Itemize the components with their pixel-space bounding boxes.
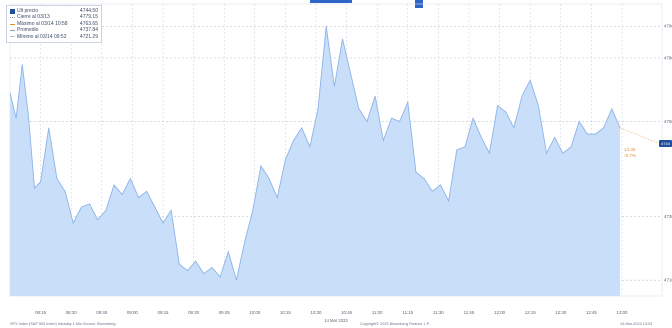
change-percent-note: -0.7% [624,153,637,158]
change-note: 14.45 [624,147,636,152]
legend-value: 4737.84 [79,27,98,34]
legend-label: Cierre al 03/13 [17,14,50,21]
price-area-fill [10,26,620,296]
x-tick-label: 09:00 [127,310,139,315]
x-tick-label: 10:00 [249,310,261,315]
last-price-marker-line [619,127,660,144]
x-tick-label: 13:00 [617,310,629,315]
legend-swatch-icon [10,29,15,31]
x-tick-label: 12:00 [494,310,506,315]
x-tick-label: 08:15 [35,310,47,315]
legend-swatch-icon [10,17,15,19]
x-tick-label: 11:45 [464,310,475,315]
legend-label: Máximo al 03/14 10:58 [17,20,68,27]
footer-right: 14-Mar-2023 13:03 [620,322,653,326]
x-tick-label: 10:30 [311,310,323,315]
legend-entry: Últ precio 4744.50 [10,8,98,14]
x-tick-label: 11:00 [372,310,383,315]
legend-entry: Promedio 4737.84 [10,27,98,33]
y-tick-label: 4760 [664,119,672,124]
legend-value: 4744.50 [79,8,98,14]
legend-swatch-icon [10,8,15,14]
x-tick-label: 10:45 [341,310,353,315]
legend-entry: Mínimo al 03/14 09:52 4721.29 [10,34,98,40]
last-price-badge: 4744 [659,140,672,147]
x-tick-label: 09:45 [219,310,231,315]
footer-center: Copyright© 2023 Bloomberg Finance L.P. [360,322,430,326]
chart-legend: Últ precio 4744.50 Cierre al 03/13 4779.15 M… [6,5,102,44]
legend-label: Mínimo al 03/14 09:52 [17,33,67,40]
x-tick-label: 09:15 [158,310,170,315]
legend-label: Promedio [17,27,39,34]
price-line [9,26,621,281]
x-tick-label: 08:45 [96,310,108,315]
x-tick-label: 10:15 [280,310,292,315]
legend-entry: Cierre al 03/13 4779.15 [10,14,98,20]
legend-entry: Máximo al 03/14 10:58 4763.65 [10,21,98,27]
top-brand-bar [310,0,352,3]
y-tick-label: 4780 [664,55,672,60]
price-area [9,26,660,296]
x-tick-label: 11:30 [433,310,444,315]
x-tick-label: 08:30 [66,310,78,315]
x-axis-date: 14 Mar 2023 [324,318,348,323]
y-tick-label: 4710 [664,278,672,283]
x-tick-label: 12:45 [586,310,598,315]
x-tick-label: 12:15 [525,310,537,315]
footer-left: SPX Index (S&P 500 Index) Intraday 1 Min… [10,322,116,326]
legend-value: 4721.29 [79,33,98,40]
legend-value: 4779.15 [79,14,98,21]
y-tick-label: 4730 [664,214,672,219]
legend-swatch-icon [10,23,15,25]
legend-swatch-icon [10,36,15,38]
x-tick-label: 09:30 [188,310,200,315]
x-tick-label: 11:15 [402,310,413,315]
x-tick-label: 12:30 [555,310,567,315]
legend-label: Últ precio [17,8,39,14]
legend-value: 4763.65 [79,20,98,27]
